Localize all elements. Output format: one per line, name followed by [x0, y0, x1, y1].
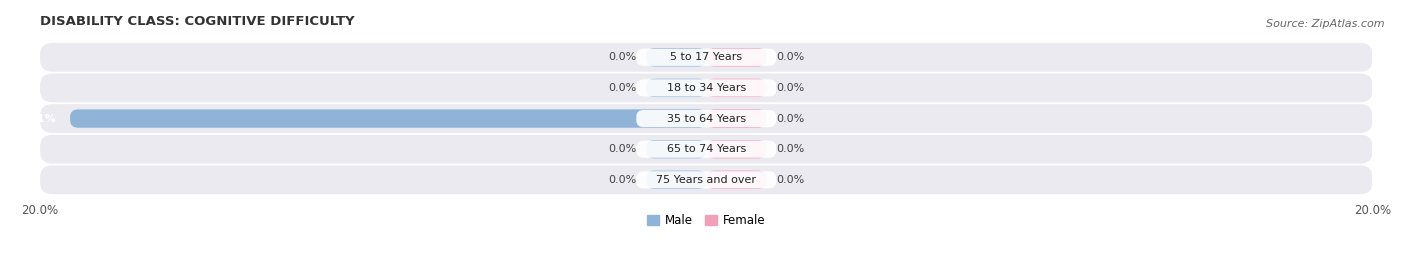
FancyBboxPatch shape — [637, 79, 776, 97]
Text: 0.0%: 0.0% — [776, 52, 804, 62]
Text: 0.0%: 0.0% — [607, 175, 637, 185]
FancyBboxPatch shape — [637, 141, 776, 158]
FancyBboxPatch shape — [706, 109, 766, 128]
FancyBboxPatch shape — [647, 79, 706, 97]
Text: 75 Years and over: 75 Years and over — [657, 175, 756, 185]
Text: 0.0%: 0.0% — [776, 83, 804, 93]
FancyBboxPatch shape — [637, 49, 776, 66]
FancyBboxPatch shape — [637, 110, 776, 127]
FancyBboxPatch shape — [70, 109, 706, 128]
Text: 5 to 17 Years: 5 to 17 Years — [671, 52, 742, 62]
Text: 0.0%: 0.0% — [776, 114, 804, 123]
FancyBboxPatch shape — [647, 171, 706, 189]
FancyBboxPatch shape — [41, 165, 1372, 194]
Text: Source: ZipAtlas.com: Source: ZipAtlas.com — [1267, 19, 1385, 29]
FancyBboxPatch shape — [41, 73, 1372, 102]
FancyBboxPatch shape — [706, 48, 766, 66]
Text: 18 to 34 Years: 18 to 34 Years — [666, 83, 747, 93]
Legend: Male, Female: Male, Female — [647, 214, 765, 227]
Text: 0.0%: 0.0% — [607, 83, 637, 93]
Text: 35 to 64 Years: 35 to 64 Years — [666, 114, 745, 123]
FancyBboxPatch shape — [637, 171, 776, 188]
FancyBboxPatch shape — [41, 135, 1372, 164]
FancyBboxPatch shape — [41, 43, 1372, 72]
FancyBboxPatch shape — [706, 79, 766, 97]
FancyBboxPatch shape — [647, 140, 706, 158]
Text: 0.0%: 0.0% — [607, 144, 637, 154]
Text: 65 to 74 Years: 65 to 74 Years — [666, 144, 747, 154]
FancyBboxPatch shape — [41, 104, 1372, 133]
Text: 0.0%: 0.0% — [776, 175, 804, 185]
Text: 19.1%: 19.1% — [18, 114, 56, 123]
Text: 0.0%: 0.0% — [607, 52, 637, 62]
FancyBboxPatch shape — [647, 48, 706, 66]
FancyBboxPatch shape — [706, 171, 766, 189]
FancyBboxPatch shape — [706, 140, 766, 158]
Text: 0.0%: 0.0% — [776, 144, 804, 154]
Text: DISABILITY CLASS: COGNITIVE DIFFICULTY: DISABILITY CLASS: COGNITIVE DIFFICULTY — [41, 15, 354, 28]
